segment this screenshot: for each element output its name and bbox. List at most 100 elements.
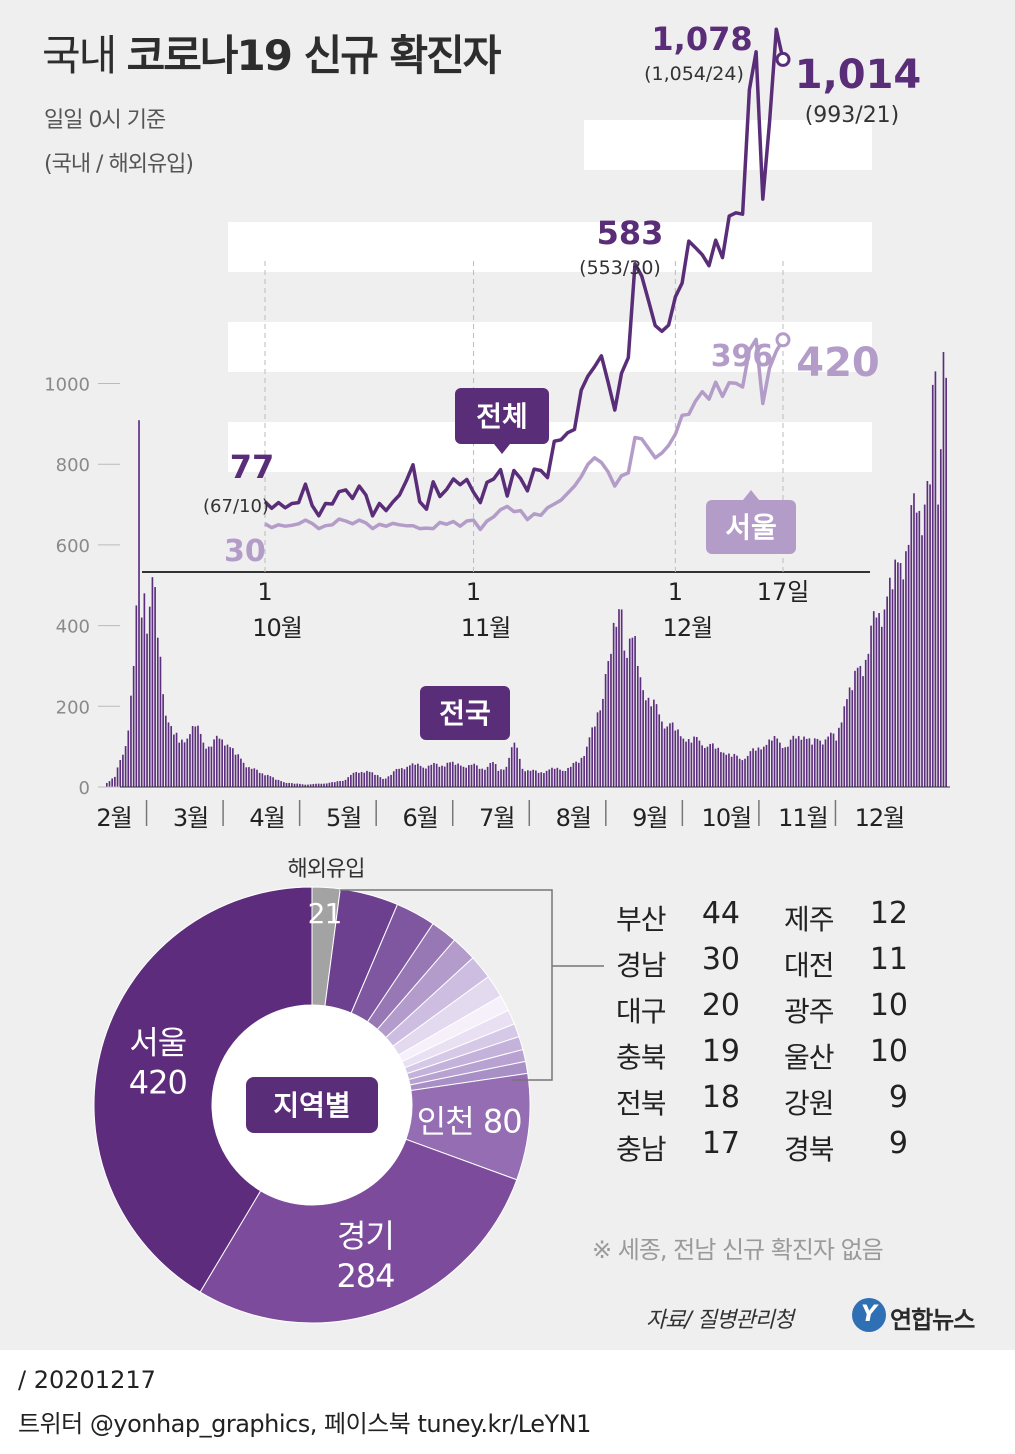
bar-mark-59 [264,775,266,787]
bar-mark-146 [497,770,500,787]
bar-mark-31 [189,734,191,787]
bar-mark-145 [494,764,497,787]
bar-mark-109 [398,768,400,787]
bar-mark-79 [317,783,320,787]
grid-stripe-2 [228,322,872,372]
bar-mark-218 [690,742,693,788]
bar-mark-249 [773,735,776,787]
bar-mark-111 [403,769,406,787]
bar-mark-302 [915,512,918,787]
donut-center-badge-box [246,1077,378,1133]
bar-mark-168 [556,767,559,787]
no-cases-note: ※ 세종, 전남 신규 확진자 없음 [592,1236,884,1264]
bar-mark-120 [427,765,430,787]
bar-mark-265 [816,738,819,787]
month-label-1: 3월 [173,804,208,832]
bar-mark-57 [258,772,261,787]
bar-mark-18 [154,587,156,787]
bar-mark-300 [910,505,913,787]
bar-mark-135 [468,765,470,787]
region-name-4: 전북 [616,1087,667,1120]
bar-mark-278 [851,690,854,787]
bar-mark-196 [631,637,634,787]
bar-mark-88 [341,780,344,787]
bar-mark-292 [889,577,891,787]
bar-mark-184 [599,710,602,788]
bar-mark-172 [567,767,569,787]
bar-mark-298 [905,551,907,787]
bar-mark-30 [186,738,189,787]
bar-mark-118 [422,767,425,787]
bar-mark-224 [706,746,709,787]
bar-mark-252 [781,747,784,787]
bar-mark-90 [347,777,349,787]
bar-mark-242 [754,750,757,787]
bar-mark-11 [135,605,138,787]
bar-mark-80 [320,783,323,787]
bar-mark-303 [918,510,921,787]
bar-mark-94 [358,772,360,787]
bar-mark-137 [473,763,476,787]
bar-mark-26 [175,732,178,787]
bar-mark-76 [309,784,312,787]
bar-mark-287 [875,617,878,787]
y-tick-label-5: 1000 [44,375,90,396]
bar-mark-283 [864,659,867,787]
bar-mark-4 [116,767,119,787]
badge-seoul-box [706,500,796,554]
bar-mark-251 [779,742,781,788]
bar-mark-274 [840,722,843,787]
y-tick-label-0: 0 [79,778,90,799]
bar-mark-309 [934,371,937,787]
bar-mark-65 [280,781,282,787]
bar-mark-235 [736,755,738,787]
yonhap-logo: Y 연합뉴스 [852,1296,992,1336]
bar-mark-275 [843,706,846,787]
bar-mark-23 [167,722,170,787]
region-name-2: 대구 [616,995,667,1028]
bar-mark-191 [618,609,620,787]
donut-slice-label-15: 서울 420 [129,1024,187,1102]
bar-mark-244 [760,749,762,787]
bar-mark-24 [170,726,173,787]
bar-mark-71 [296,783,299,787]
series-end-dot-1 [775,332,791,348]
region-name-8: 광주 [784,995,835,1028]
donut-slice-label-14: 경기 284 [336,1217,394,1295]
month-label-6: 8월 [556,804,591,832]
bar-mark-92 [352,772,355,787]
bar-mark-293 [891,589,894,787]
bar-mark-182 [594,726,596,788]
bar-mark-233 [730,756,733,787]
bar-mark-107 [392,771,395,787]
bar-mark-100 [374,774,376,787]
bar-mark-311 [939,449,942,787]
bar-mark-290 [883,609,886,787]
bar-mark-246 [765,744,768,787]
bar-mark-2 [111,778,114,787]
bar-mark-108 [395,768,398,787]
bar-mark-147 [500,769,502,787]
month-label-4: 6월 [403,804,438,832]
bar-mark-44 [223,745,226,787]
line-x-day-1: 1 [466,578,481,606]
bar-mark-117 [419,765,422,787]
bar-mark-260 [803,736,805,787]
bar-mark-268 [824,739,827,787]
bar-mark-281 [859,665,862,787]
bar-mark-234 [733,753,736,787]
bar-mark-140 [481,768,484,787]
region-name-5: 충남 [616,1133,667,1166]
donut-center-label: 지역별 [273,1089,350,1122]
bar-mark-150 [508,757,510,787]
bar-mark-229 [720,752,722,787]
bar-mark-232 [728,753,730,787]
bar-mark-61 [269,776,272,787]
bar-mark-7 [124,746,127,787]
region-name-9: 울산 [784,1041,835,1074]
region-value-2: 20 [701,988,740,1023]
donut-slice-label-line: 284 [336,1257,394,1295]
yonhap-logo-icon: Y [852,1298,886,1332]
series-end-dot-0 [775,51,791,67]
badge-seoul: 서울 [725,511,777,544]
